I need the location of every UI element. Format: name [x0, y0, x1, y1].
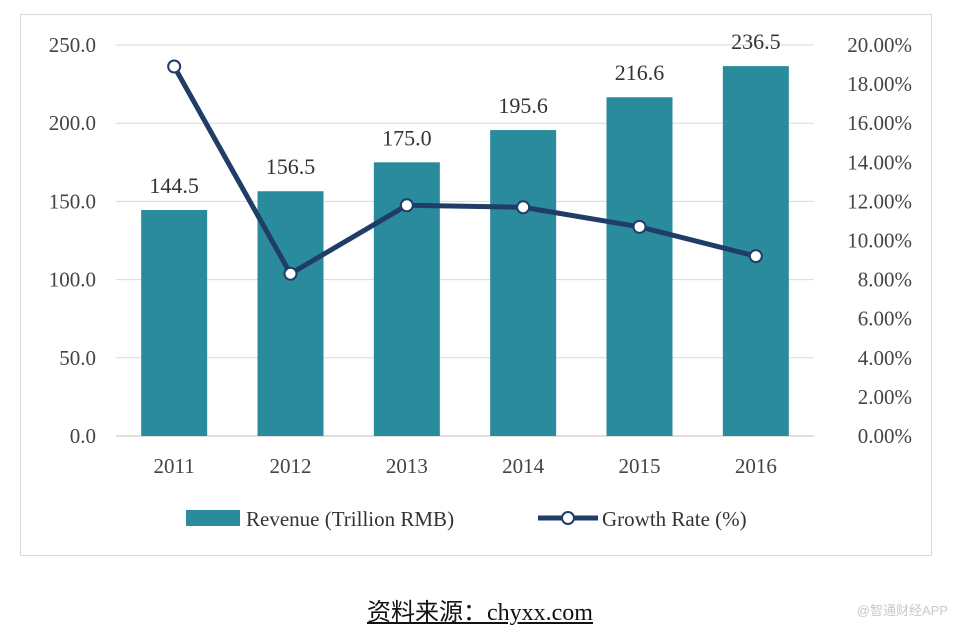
right-axis-tick-label: 16.00%: [847, 111, 912, 135]
legend-line-marker: [561, 511, 575, 525]
growth-rate-line: [167, 59, 763, 281]
right-axis-tick-label: 18.00%: [847, 72, 912, 96]
right-axis-tick-label: 12.00%: [847, 189, 912, 213]
left-axis-tick-label: 200.0: [49, 111, 96, 135]
x-axis-ticks: 2011 2012 2013 2014 2015 2016: [154, 454, 777, 478]
left-axis-tick-label: 0.0: [70, 424, 96, 448]
growth-rate-point: [748, 249, 763, 264]
right-axis-tick-label: 20.00%: [847, 33, 912, 57]
growth-rate-point: [516, 200, 531, 215]
revenue-bar: [141, 210, 208, 436]
combo-chart: 144.5 156.5 175.0 195.6 216.6 236.5 0.0 50.0 10…: [49, 29, 912, 531]
growth-rate-point: [283, 266, 298, 281]
source-caption: 资料来源：chyxx.com: [0, 592, 960, 627]
x-axis-tick-label: 2016: [735, 454, 777, 478]
x-axis-tick-label: 2015: [619, 454, 661, 478]
revenue-data-labels: 144.5 156.5 175.0 195.6 216.6 236.5: [149, 29, 780, 198]
growth-rate-polyline: [171, 64, 759, 277]
right-axis-tick-label: 2.00%: [858, 385, 912, 409]
left-axis-tick-label: 50.0: [59, 346, 96, 370]
left-axis-tick-label: 100.0: [49, 268, 96, 292]
right-axis-tick-label: 8.00%: [858, 268, 912, 292]
right-axis-tick-label: 4.00%: [858, 346, 912, 370]
revenue-data-label: 216.6: [615, 60, 665, 85]
revenue-data-label: 144.5: [149, 173, 199, 198]
left-axis-ticks: 0.0 50.0 100.0 150.0 200.0 250.0: [49, 33, 96, 448]
right-axis-ticks: 0.00% 2.00% 4.00% 6.00% 8.00% 10.00% 12.00% 14.…: [847, 33, 912, 448]
left-axis-tick-label: 250.0: [49, 33, 96, 57]
x-axis-tick-label: 2011: [154, 454, 195, 478]
revenue-data-label: 236.5: [731, 29, 781, 54]
x-axis-tick-label: 2014: [502, 454, 545, 478]
legend: Revenue (Trillion RMB) Growth Rate (%): [186, 507, 747, 531]
right-axis-tick-label: 14.00%: [847, 150, 912, 174]
revenue-data-label: 156.5: [266, 154, 316, 179]
revenue-bars: [141, 66, 789, 437]
gridlines: [116, 44, 814, 437]
x-axis-tick-label: 2012: [270, 454, 312, 478]
growth-rate-point: [632, 219, 647, 234]
right-axis-tick-label: 10.00%: [847, 229, 912, 253]
right-axis-tick-label: 6.00%: [858, 307, 912, 331]
revenue-bar: [490, 130, 557, 436]
revenue-data-label: 175.0: [382, 125, 432, 150]
legend-revenue-label: Revenue (Trillion RMB): [246, 507, 454, 531]
growth-rate-point: [399, 198, 414, 213]
growth-rate-point: [167, 59, 182, 74]
legend-bar-swatch: [186, 510, 240, 526]
right-axis-tick-label: 0.00%: [858, 424, 912, 448]
watermark: @智通财经APP: [856, 603, 948, 618]
left-axis-tick-label: 150.0: [49, 189, 96, 213]
revenue-bar: [606, 97, 673, 436]
x-axis-tick-label: 2013: [386, 454, 428, 478]
legend-growth-label: Growth Rate (%): [602, 507, 747, 531]
revenue-data-label: 195.6: [498, 93, 548, 118]
source-text: 资料来源：chyxx.com: [367, 600, 593, 626]
